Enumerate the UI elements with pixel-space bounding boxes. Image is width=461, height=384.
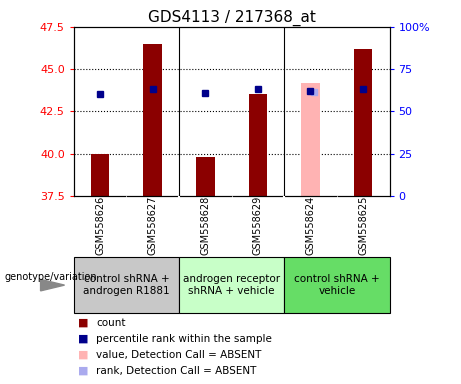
Text: value, Detection Call = ABSENT: value, Detection Call = ABSENT [96,350,261,360]
Text: ■: ■ [78,350,89,360]
Text: ■: ■ [78,366,89,376]
Text: GSM558627: GSM558627 [148,195,158,255]
Bar [91,154,109,196]
Text: genotype/variation: genotype/variation [5,272,97,283]
Text: rank, Detection Call = ABSENT: rank, Detection Call = ABSENT [96,366,256,376]
Text: androgen receptor
shRNA + vehicle: androgen receptor shRNA + vehicle [183,274,280,296]
Title: GDS4113 / 217368_at: GDS4113 / 217368_at [148,9,316,25]
Text: ■: ■ [78,318,89,328]
Text: ■: ■ [78,334,89,344]
Bar [143,44,162,196]
Bar [354,49,372,196]
Text: GSM558625: GSM558625 [358,195,368,255]
Text: percentile rank within the sample: percentile rank within the sample [96,334,272,344]
Text: count: count [96,318,125,328]
Bar [74,257,179,313]
Bar [179,257,284,313]
Text: GSM558629: GSM558629 [253,196,263,255]
Text: GSM558626: GSM558626 [95,196,105,255]
Bar [301,83,320,196]
Bar [249,94,267,196]
Text: control shRNA +
vehicle: control shRNA + vehicle [294,274,380,296]
Bar [196,157,214,196]
Text: control shRNA +
androgen R1881: control shRNA + androgen R1881 [83,274,170,296]
Bar [284,257,390,313]
Polygon shape [41,280,65,291]
Text: GSM558628: GSM558628 [201,196,210,255]
Text: GSM558624: GSM558624 [306,196,316,255]
